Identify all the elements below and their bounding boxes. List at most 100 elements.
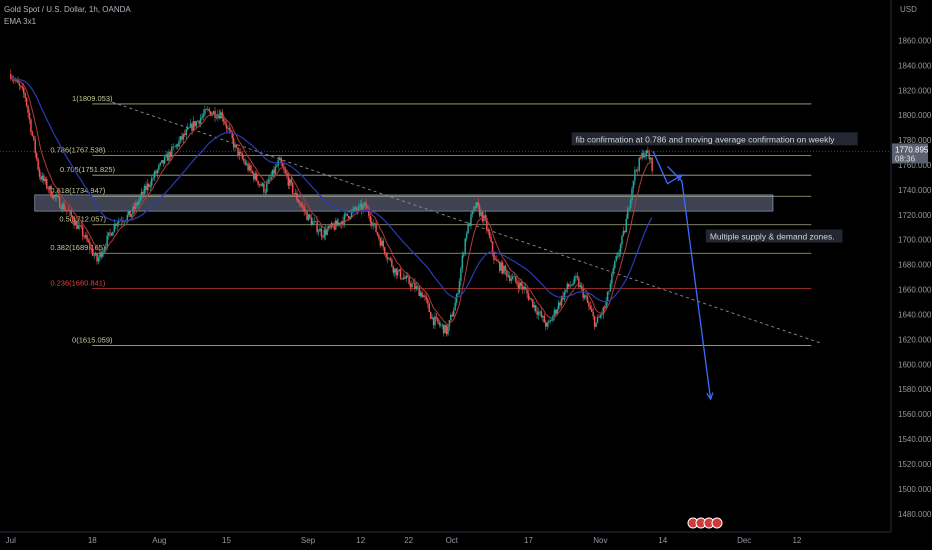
candle-body xyxy=(51,196,54,199)
fib-level-label: 0.382(1689.165) xyxy=(50,243,106,252)
candle-body xyxy=(143,186,146,194)
candle-body xyxy=(248,165,251,171)
candle-body xyxy=(163,156,166,164)
candle-body xyxy=(599,315,602,318)
candle-body xyxy=(99,252,101,258)
candle-body xyxy=(43,175,45,182)
projection-arrow-short[interactable] xyxy=(652,151,683,185)
candle-body xyxy=(648,153,651,160)
candle-body xyxy=(527,293,530,300)
annotation-box[interactable] xyxy=(705,229,843,243)
symbol-title[interactable]: Gold Spot / U.S. Dollar, 1h, OANDA xyxy=(4,5,131,14)
candle-body xyxy=(172,146,175,148)
candle-body xyxy=(70,210,72,216)
candle-body xyxy=(230,130,232,133)
price-axis[interactable]: USD 1860.000 1840.000 1820.000 1800.000 1780… xyxy=(890,0,932,532)
time-tick-label: 15 xyxy=(222,536,231,545)
candle-body xyxy=(217,114,219,118)
time-axis[interactable]: Jul 18 Aug 15 Sep 12 22 Oct 17 Nov 14 Dec 12 xyxy=(0,531,891,545)
candle-body xyxy=(555,310,557,314)
candle-body xyxy=(615,256,617,261)
candle-body xyxy=(161,160,163,163)
candle-body xyxy=(194,121,196,127)
candle-body xyxy=(247,163,249,171)
candle-body xyxy=(557,302,560,310)
candle-body xyxy=(644,155,646,158)
candle-body xyxy=(113,224,116,232)
candle-body xyxy=(93,255,95,257)
candle-body xyxy=(570,285,573,286)
candle-body xyxy=(301,205,304,207)
candle-body xyxy=(454,302,456,311)
candle-body xyxy=(455,294,458,303)
fib-level-label: 0.618(1734.947) xyxy=(50,186,106,195)
candle-body xyxy=(15,79,18,81)
candle-body xyxy=(445,325,448,335)
events-flags[interactable] xyxy=(687,517,723,529)
candle-body xyxy=(442,324,445,334)
candle-body xyxy=(340,221,343,225)
candle-body xyxy=(201,116,203,119)
slow-ma-line xyxy=(10,78,653,303)
candle-body xyxy=(602,307,605,315)
price-tick-label: 1520.000 xyxy=(898,460,932,469)
candle-body xyxy=(585,295,587,297)
candle-body xyxy=(94,253,97,256)
price-tick-label: 1740.000 xyxy=(898,186,932,195)
candle-body xyxy=(375,223,377,233)
candle-body xyxy=(50,186,52,197)
candle-body xyxy=(461,255,464,269)
fibonacci-retracement-layer[interactable]: 1(1809.053) 0.786(1767.538) 0.705(1751.825… xyxy=(50,94,812,346)
candle-body xyxy=(409,283,412,288)
time-tick-label: Sep xyxy=(301,536,316,545)
candle-body xyxy=(37,159,39,170)
projection-arrow-layer[interactable] xyxy=(652,151,714,401)
candle-body xyxy=(444,325,446,334)
candle-body xyxy=(168,151,170,161)
candle-body xyxy=(355,207,357,210)
price-tick-label: 1720.000 xyxy=(898,211,932,220)
candle-body xyxy=(34,139,36,153)
candle-body xyxy=(112,231,114,236)
candle-body xyxy=(92,248,94,256)
candle-body xyxy=(414,282,416,290)
candle-body xyxy=(287,176,290,186)
annotation-box[interactable] xyxy=(571,132,858,146)
candle-body xyxy=(520,282,523,286)
candle-body xyxy=(61,203,64,210)
candle-body xyxy=(293,193,295,194)
candle-body xyxy=(353,207,356,210)
time-tick-label: 18 xyxy=(88,536,97,545)
candle-body xyxy=(427,299,429,304)
candle-body xyxy=(480,212,482,216)
candle-body xyxy=(25,97,28,107)
fib-level-label: 0(1615.059) xyxy=(72,336,113,345)
candle-body xyxy=(80,225,83,227)
candle-body xyxy=(588,302,590,307)
candle-body xyxy=(237,147,239,156)
candle-body xyxy=(329,225,331,227)
candle-body xyxy=(569,285,571,287)
annotation-layer[interactable]: fib confirmation at 0.786 and moving ave… xyxy=(571,132,858,243)
candle-body xyxy=(576,276,579,279)
time-tick-label: 17 xyxy=(524,536,533,545)
candle-body xyxy=(526,289,528,294)
flag-icon[interactable] xyxy=(711,517,723,529)
candle-body xyxy=(286,172,288,177)
candle-body xyxy=(419,292,422,297)
candle-body xyxy=(645,150,648,156)
indicator-label[interactable]: EMA 3x1 xyxy=(4,17,37,26)
candle-body xyxy=(58,196,61,208)
candle-body xyxy=(336,220,338,225)
candle-body xyxy=(146,183,149,190)
projection-arrow-down[interactable] xyxy=(667,165,712,400)
candle-body xyxy=(182,133,185,140)
candle-body xyxy=(649,157,652,160)
candle-body xyxy=(346,213,349,217)
candle-body xyxy=(621,235,623,245)
candle-body xyxy=(299,202,301,205)
candle-body xyxy=(330,223,333,227)
candle-body xyxy=(389,258,392,260)
candle-body xyxy=(578,278,580,288)
